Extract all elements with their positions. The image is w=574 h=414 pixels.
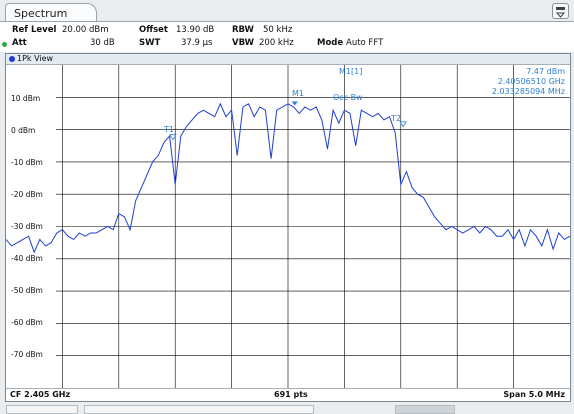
status-segment — [6, 405, 78, 414]
y-tick-label: -10 dBm — [11, 158, 43, 167]
occ-bw-value: 2.033285094 MHz — [491, 87, 565, 96]
m1-marker-label[interactable]: M1 — [292, 89, 304, 98]
marker-name: M1[1] — [339, 67, 363, 76]
span-value[interactable]: Span 5.0 MHz — [503, 390, 565, 399]
view-title-bar: 1Pk View — [6, 54, 570, 65]
status-bar — [0, 403, 574, 414]
menu-button[interactable] — [552, 3, 569, 19]
footer-bar: CF 2.405 GHz 691 pts Span 5.0 MHz — [6, 388, 570, 401]
center-frequency[interactable]: CF 2.405 GHz — [10, 390, 71, 399]
swt-label: SWT — [139, 38, 161, 48]
spectrum-chart — [6, 65, 570, 388]
progress-icon — [395, 405, 455, 414]
rbw-label: RBW — [232, 25, 254, 35]
mode-label: Mode — [317, 38, 344, 48]
view-title: 1Pk View — [17, 54, 54, 63]
tab-spectrum-label: Spectrum — [14, 7, 68, 20]
t2-marker-label[interactable]: T2 — [391, 114, 401, 123]
att-indicator-icon — [2, 42, 7, 47]
y-tick-label: 10 dBm — [11, 94, 41, 103]
settings-row-1: Ref Level 20.00 dBm Offset 13.90 dB RBW … — [0, 24, 574, 37]
ref-level-value[interactable]: 20.00 dBm — [62, 25, 109, 35]
occ-bw-label: Occ Bw — [333, 93, 363, 102]
y-tick-label: -20 dBm — [11, 190, 43, 199]
offset-value[interactable]: 13.90 dB — [176, 25, 215, 35]
spectrum-plot[interactable]: 1Pk View 10 dBm 0 dBm -10 dBm -20 dBm -3… — [5, 53, 571, 402]
y-tick-label: -40 dBm — [11, 254, 43, 263]
offset-label: Offset — [139, 25, 168, 35]
status-segment — [84, 405, 314, 414]
marker-level: 7.47 dBm — [526, 67, 565, 76]
marker-frequency: 2.40506510 GHz — [497, 77, 565, 86]
t2-marker-icon[interactable] — [399, 121, 407, 128]
t1-marker-label[interactable]: T1 — [164, 125, 174, 134]
settings-row-2: Att 30 dB SWT 37.9 µs VBW 200 kHz Mode A… — [0, 37, 574, 50]
ref-level-label: Ref Level — [12, 25, 57, 35]
y-tick-label: -60 dBm — [11, 318, 43, 327]
vbw-value[interactable]: 200 kHz — [259, 38, 294, 48]
tab-spectrum[interactable]: Spectrum — [5, 3, 97, 22]
tab-divider — [0, 21, 574, 22]
sweep-points: 691 pts — [274, 390, 308, 399]
vbw-label: VBW — [232, 38, 254, 48]
y-tick-label: 0 dBm — [11, 126, 36, 135]
mode-value[interactable]: Auto FFT — [346, 38, 384, 48]
trace-1-line — [6, 102, 570, 254]
y-tick-label: -70 dBm — [11, 350, 43, 359]
menu-icon — [555, 7, 566, 18]
y-tick-label: -30 dBm — [11, 222, 43, 231]
t1-marker-icon[interactable] — [169, 134, 177, 141]
settings-panel: Ref Level 20.00 dBm Offset 13.90 dB RBW … — [0, 22, 574, 52]
tab-bar: Spectrum — [0, 0, 574, 22]
trace-indicator-icon — [9, 56, 15, 62]
m1-marker-icon[interactable] — [291, 101, 298, 106]
swt-value[interactable]: 37.9 µs — [181, 38, 213, 48]
att-label: Att — [12, 38, 27, 48]
y-tick-label: -50 dBm — [11, 286, 43, 295]
rbw-value[interactable]: 50 kHz — [263, 25, 293, 35]
att-value[interactable]: 30 dB — [90, 38, 115, 48]
